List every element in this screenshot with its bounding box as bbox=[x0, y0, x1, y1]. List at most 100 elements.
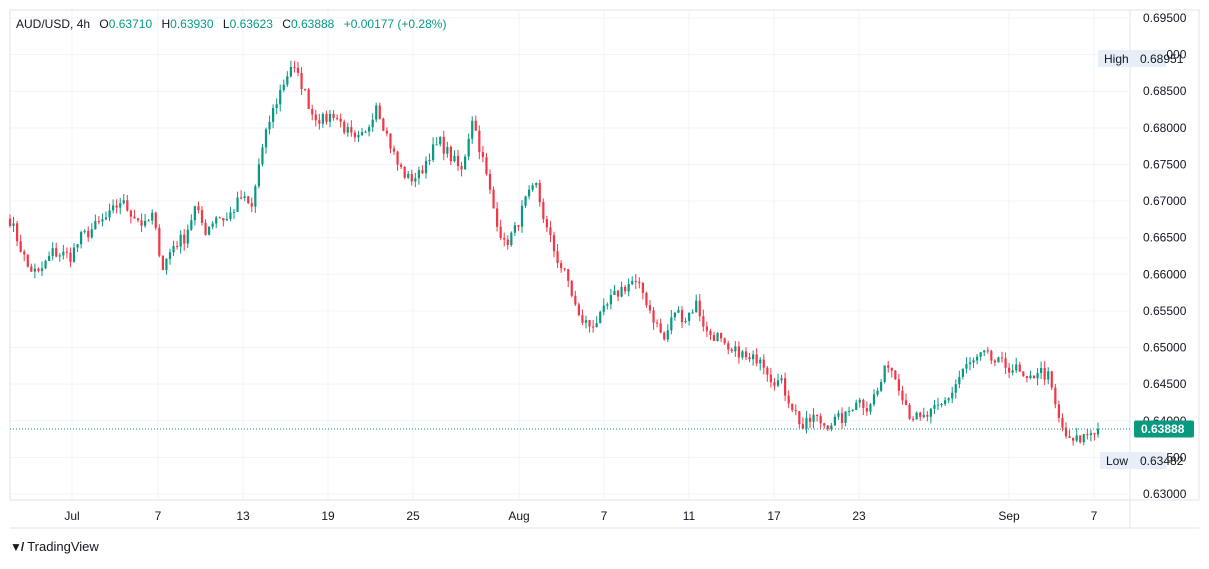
candle bbox=[1000, 351, 1004, 363]
candle bbox=[531, 183, 534, 192]
candle-body bbox=[833, 416, 836, 426]
candle-body bbox=[396, 151, 399, 165]
candle bbox=[200, 206, 204, 226]
candle-body bbox=[627, 284, 630, 292]
candle bbox=[833, 413, 836, 426]
candle bbox=[904, 393, 908, 406]
candle-body bbox=[1011, 370, 1014, 373]
candle bbox=[236, 191, 239, 213]
candle-body bbox=[424, 160, 428, 174]
candle-body bbox=[94, 221, 97, 230]
candle bbox=[588, 320, 591, 333]
candle bbox=[1096, 422, 1100, 438]
candle bbox=[69, 247, 72, 268]
candle bbox=[1011, 364, 1014, 376]
candle bbox=[919, 411, 922, 421]
candle bbox=[865, 401, 868, 416]
candle-body bbox=[272, 108, 275, 122]
candle bbox=[382, 117, 385, 132]
candle-body bbox=[76, 244, 79, 248]
candle bbox=[1079, 435, 1082, 444]
candle-body bbox=[680, 310, 684, 323]
candle-body bbox=[656, 322, 659, 324]
candle bbox=[805, 410, 808, 434]
candle bbox=[172, 240, 175, 256]
candle-body bbox=[993, 360, 996, 363]
candle-body bbox=[972, 360, 975, 363]
candle-body bbox=[659, 323, 662, 333]
candle bbox=[136, 217, 140, 223]
candle bbox=[481, 145, 484, 163]
candle-body bbox=[26, 254, 29, 267]
candle bbox=[759, 357, 762, 371]
candle-body bbox=[506, 239, 509, 246]
low-label: L bbox=[222, 17, 230, 31]
candle bbox=[798, 410, 801, 429]
candle bbox=[1068, 429, 1071, 438]
candle bbox=[666, 324, 669, 342]
candle bbox=[862, 398, 865, 416]
candle-body bbox=[240, 197, 243, 199]
candle-body bbox=[840, 413, 844, 423]
candle bbox=[1086, 429, 1089, 440]
candle-body bbox=[460, 166, 463, 170]
candle-body bbox=[190, 220, 193, 230]
candle-body bbox=[176, 246, 179, 248]
grid-lines bbox=[10, 10, 1130, 500]
candle-body bbox=[574, 295, 577, 305]
candle-body bbox=[592, 326, 595, 328]
candle-body bbox=[958, 376, 961, 385]
candle bbox=[62, 244, 65, 260]
candle-body bbox=[364, 131, 367, 133]
candle-body bbox=[1089, 433, 1092, 436]
last-price-value: 0.63888 bbox=[1141, 422, 1185, 436]
time-scale[interactable]: Jul 7 13 19 25 Aug 7 11 17 23 Sep 7 bbox=[64, 509, 1097, 523]
candle-body bbox=[492, 189, 495, 209]
candle bbox=[254, 184, 257, 213]
candle-body bbox=[1079, 435, 1082, 443]
candle-body bbox=[389, 133, 392, 149]
candle-body bbox=[481, 152, 484, 158]
candle bbox=[513, 221, 516, 236]
candle-body bbox=[8, 218, 12, 226]
tradingview-brand[interactable]: ▼/ TradingView bbox=[10, 539, 99, 554]
candle-body bbox=[1008, 367, 1011, 373]
candle-body bbox=[552, 235, 556, 252]
candle-body bbox=[691, 312, 694, 314]
candle bbox=[176, 240, 179, 250]
candle bbox=[648, 300, 652, 314]
candle-body bbox=[236, 197, 239, 212]
candle-body bbox=[951, 392, 954, 399]
candle-body bbox=[1082, 434, 1085, 443]
candle bbox=[133, 209, 136, 219]
candle-body bbox=[332, 113, 335, 118]
candle bbox=[698, 293, 701, 322]
candle-body bbox=[1043, 368, 1046, 380]
candle bbox=[318, 113, 321, 130]
candle-body bbox=[44, 260, 47, 269]
candle bbox=[168, 248, 172, 265]
candle bbox=[808, 413, 812, 429]
candle-body bbox=[936, 404, 940, 406]
candle bbox=[410, 169, 413, 186]
candle bbox=[766, 365, 769, 382]
candle bbox=[830, 422, 833, 432]
candle-body bbox=[1029, 375, 1032, 379]
candle-body bbox=[37, 268, 40, 271]
candle-body bbox=[1036, 372, 1039, 379]
candle bbox=[243, 191, 246, 202]
candle bbox=[140, 213, 143, 233]
candle bbox=[616, 289, 620, 302]
candle-body bbox=[304, 89, 307, 91]
candle bbox=[755, 348, 758, 367]
candle-body bbox=[933, 404, 936, 409]
candle-body bbox=[97, 221, 100, 223]
high-marker-label: High bbox=[1104, 52, 1129, 66]
candle-body bbox=[122, 200, 125, 204]
candle bbox=[670, 310, 673, 335]
candle bbox=[627, 278, 630, 297]
candle-body bbox=[62, 251, 65, 256]
candle-body bbox=[929, 408, 932, 417]
